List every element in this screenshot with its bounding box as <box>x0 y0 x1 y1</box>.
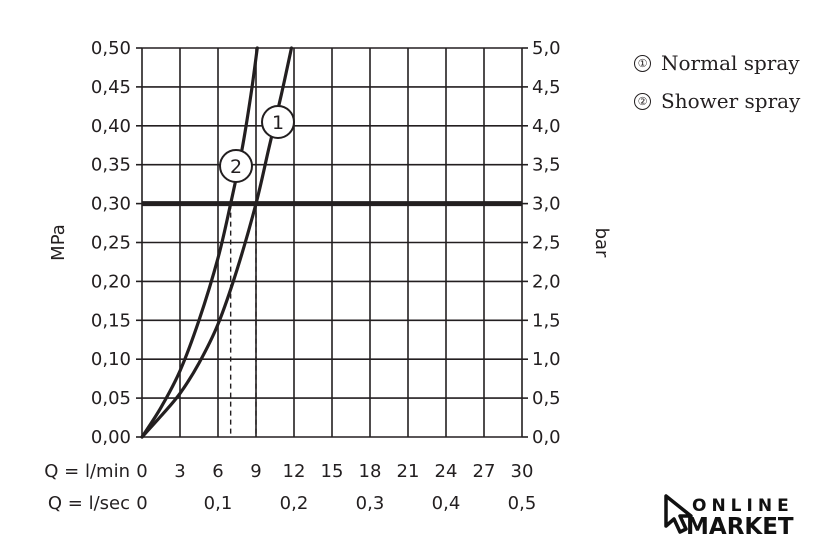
series-marker-circle-1 <box>261 105 295 139</box>
x-lmin-tick-label: 9 <box>250 461 261 482</box>
x-lsec-tick-label: 0,2 <box>280 493 309 514</box>
y-right-tick-label: 5,0 <box>532 38 561 59</box>
x-lmin-tick-label: 27 <box>473 461 496 482</box>
y-left-tick-label: 0,20 <box>91 271 131 292</box>
legend-marker-1: ① <box>634 54 651 72</box>
legend-label-normal-spray: Normal spray <box>661 51 800 75</box>
series-line-shower-spray <box>140 46 259 439</box>
y-right-tick-label: 2,5 <box>532 233 561 254</box>
x-lsec-tick-label: 0,1 <box>204 493 233 514</box>
logo-text-online: ONLINE <box>692 496 794 516</box>
online-market-logo: ONLINE MARKET <box>664 494 794 536</box>
y-right-tick-label: 3,5 <box>532 155 561 176</box>
cursor-arrow-icon <box>664 494 693 534</box>
series-marker-circle-2 <box>219 149 253 183</box>
y-left-tick-label: 0,05 <box>91 388 131 409</box>
x-lmin-tick-label: 0 <box>136 461 147 482</box>
y-right-axis-title: bar <box>591 228 612 258</box>
y-right-tick-label: 1,5 <box>532 310 561 331</box>
legend-item-normal-spray: ① Normal spray <box>634 44 800 82</box>
x-lsec-tick-label: 0,5 <box>508 493 537 514</box>
logo-text-market: MARKET <box>686 514 794 536</box>
y-left-tick-label: 0,15 <box>91 310 131 331</box>
x-lsec-tick-label: 0 <box>136 493 147 514</box>
legend-item-shower-spray: ② Shower spray <box>634 82 800 120</box>
y-left-tick-label: 0,10 <box>91 349 131 370</box>
y-right-tick-label: 0,0 <box>532 427 561 448</box>
y-left-tick-label: 0,45 <box>91 77 131 98</box>
y-left-tick-label: 0,35 <box>91 155 131 176</box>
y-right-tick-label: 4,0 <box>532 116 561 137</box>
x-lmin-tick-label: 30 <box>511 461 534 482</box>
y-right-tick-label: 1,0 <box>532 349 561 370</box>
y-left-axis-title: MPa <box>48 224 69 261</box>
y-left-tick-label: 0,00 <box>91 427 131 448</box>
x-lmin-tick-label: 15 <box>321 461 344 482</box>
legend: ① Normal spray ② Shower spray <box>634 44 800 120</box>
series-marker-label-2: 2 <box>230 156 242 178</box>
y-left-tick-label: 0,40 <box>91 116 131 137</box>
y-right-tick-label: 0,5 <box>532 388 561 409</box>
x-lmin-tick-label: 6 <box>212 461 223 482</box>
x-lmin-tick-label: 3 <box>174 461 185 482</box>
series-marker-label-1: 1 <box>272 112 284 134</box>
x-lmin-tick-label: 12 <box>283 461 306 482</box>
x-lsec-tick-label: 0,4 <box>432 493 461 514</box>
x-lmin-tick-label: 21 <box>397 461 420 482</box>
y-left-tick-label: 0,30 <box>91 194 131 215</box>
y-right-tick-label: 4,5 <box>532 77 561 98</box>
y-right-tick-label: 3,0 <box>532 194 561 215</box>
x-lsec-axis-title: Q = l/sec <box>48 493 130 514</box>
x-lmin-axis-title: Q = l/min <box>44 461 130 482</box>
y-left-tick-label: 0,25 <box>91 233 131 254</box>
legend-marker-2: ② <box>634 92 651 110</box>
y-right-tick-label: 2,0 <box>532 271 561 292</box>
y-left-tick-label: 0,50 <box>91 38 131 59</box>
x-lsec-tick-label: 0,3 <box>356 493 385 514</box>
x-lmin-tick-label: 18 <box>359 461 382 482</box>
legend-label-shower-spray: Shower spray <box>661 89 801 113</box>
x-lmin-tick-label: 24 <box>435 461 458 482</box>
